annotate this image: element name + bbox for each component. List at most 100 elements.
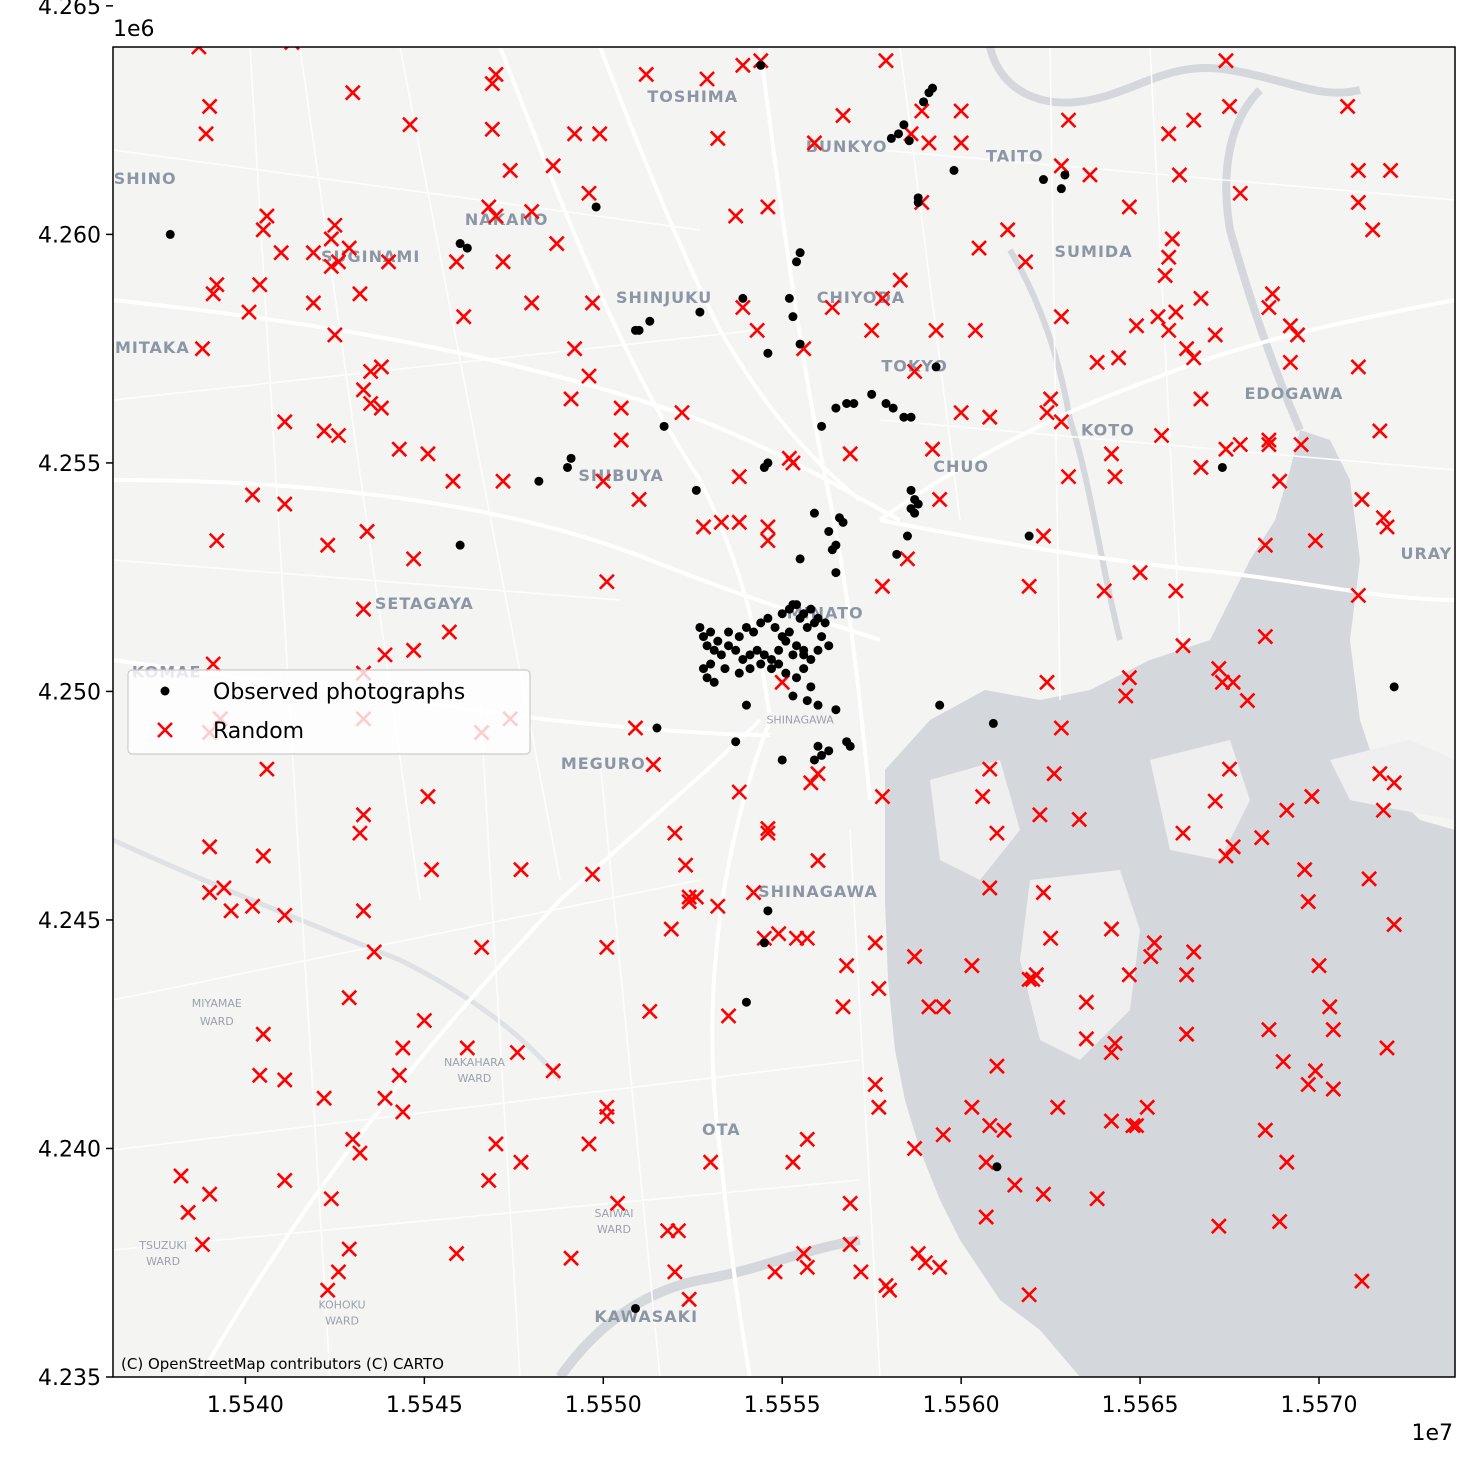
observed-point [906,412,916,422]
x-tick-label: 1.5555 [744,1393,821,1418]
random-point [1257,537,1274,554]
map-place-label: SHIBUYA [578,466,664,485]
random-point [545,157,562,174]
observed-point [566,453,576,463]
random-point [810,852,826,869]
random-point [926,0,940,4]
random-point [1103,445,1120,462]
observed-point [802,622,812,632]
random-point [1351,26,1365,40]
random-point [208,532,225,549]
random-point [643,17,657,31]
random-point [867,1076,884,1093]
observed-point [770,622,780,632]
random-point [709,130,726,147]
observed-point [720,664,730,674]
random-point [362,395,379,412]
random-point [1218,441,1234,458]
random-point [682,13,696,27]
random-point [917,1254,934,1271]
random-point [1278,1154,1295,1171]
random-point [989,1058,1005,1075]
random-point [591,125,608,142]
random-point [1006,1177,1023,1193]
random-point [276,907,293,924]
observed-point [788,312,798,322]
random-point [1021,1286,1038,1303]
random-point [1325,1081,1342,1097]
random-point [1375,802,1392,819]
legend: Observed photographs Random [127,669,531,755]
random-point [1167,304,1184,321]
random-point [1178,966,1195,983]
observed-point [806,654,816,664]
random-point [674,404,690,421]
observed-point [741,622,751,632]
observed-point [695,307,705,317]
y-tick-label: 4.245 [38,909,101,934]
random-point [581,185,597,202]
observed-point [949,165,959,175]
random-point [842,1236,859,1253]
random-point [255,1026,272,1043]
random-point [1350,194,1367,211]
observed-point [899,120,909,130]
observed-point [886,133,896,143]
random-point [1275,1053,1292,1070]
random-point [563,1250,579,1267]
map-place-label: ARAKAWA [905,9,1002,28]
y-tick-label: 4.255 [38,452,101,477]
x-tick-label: 1.5545 [386,1393,463,1418]
random-point [1071,811,1088,828]
observed-point [904,136,914,146]
random-point [1289,327,1306,343]
observed-point [756,60,766,70]
random-point [870,1099,887,1116]
random-point [1207,327,1224,343]
map-place-label: URAY [1400,544,1452,563]
legend-label-random: Random [213,719,304,744]
basemap-river [1222,87,1304,432]
observed-point [759,938,769,948]
random-point [1039,404,1055,421]
random-point [677,857,694,874]
random-point [666,1263,683,1280]
random-point [205,656,222,672]
legend-marker-random [157,722,173,738]
basemap-river [986,47,1361,107]
random-point [1282,317,1299,334]
random-point [953,135,970,151]
map-place-label: BUNKYO [806,137,888,156]
random-point [208,276,225,293]
random-point [1160,249,1177,266]
plot-frame [112,46,1456,1378]
observed-point [731,737,741,747]
map-place-label: TSUZUKI [138,1239,187,1252]
observed-point [809,508,819,518]
random-point [1178,1026,1195,1043]
random-point [216,880,232,896]
random-point [487,66,504,83]
y-tick-label: 4.265 [38,0,101,20]
random-point [1035,528,1052,544]
random-point [759,199,776,215]
random-point [1379,1040,1395,1056]
random-point [767,1263,783,1280]
random-point [595,473,612,490]
observed-point [455,540,465,550]
observed-point [838,517,848,527]
observed-point [892,549,902,559]
random-point [928,322,945,339]
map-place-label: KOHOKU [318,1298,365,1311]
random-point [352,285,368,302]
random-point [355,806,372,823]
random-point [1237,26,1251,40]
observed-point [630,1303,640,1313]
random-point [255,221,272,238]
random-point [1060,112,1077,129]
basemap-river [113,837,562,1082]
observed-point [992,1162,1002,1172]
random-point [734,299,751,316]
random-point [810,765,826,782]
observed-point [888,403,898,413]
